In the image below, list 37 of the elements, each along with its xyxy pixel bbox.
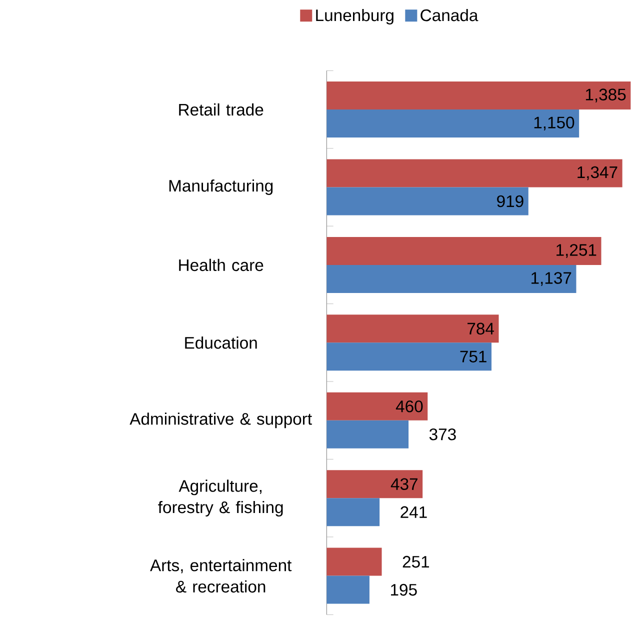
data-label: 1,251 — [556, 244, 596, 258]
bar — [326, 237, 602, 266]
y-tick-label: Administrative & support — [130, 412, 312, 428]
y-tick-label: Agriculture, forestry & fishing — [158, 480, 283, 517]
legend-label: Canada — [420, 9, 478, 22]
data-label: 1,385 — [586, 88, 626, 103]
data-label: 751 — [460, 351, 486, 363]
y-tick-label: Health care — [179, 258, 264, 272]
bar — [326, 470, 423, 498]
data-label: 1,150 — [534, 116, 574, 131]
data-label: 241 — [400, 506, 427, 518]
data-label: 919 — [497, 196, 524, 208]
data-label: 460 — [396, 400, 423, 412]
legend-label: Lunenburg — [316, 9, 394, 25]
bar — [326, 498, 380, 526]
bar — [326, 110, 580, 138]
bar — [326, 392, 428, 421]
y-tick-label: Arts, entertainment & recreation — [150, 559, 292, 593]
bar — [326, 265, 576, 294]
data-label: 784 — [468, 322, 494, 335]
bar — [326, 576, 370, 604]
bar — [326, 548, 382, 576]
bar — [326, 420, 409, 449]
bar — [326, 187, 528, 216]
y-tick-label: Manufacturing — [169, 180, 273, 196]
bar — [326, 342, 492, 371]
data-label: 1,347 — [578, 166, 618, 180]
data-label: 373 — [429, 428, 456, 440]
y-tick-label: Retail trade — [179, 104, 264, 116]
data-label: 437 — [390, 478, 418, 490]
data-label: 195 — [391, 584, 417, 596]
bar — [326, 159, 622, 188]
data-label: 1,137 — [532, 272, 572, 286]
y-tick-label: Education — [185, 336, 257, 349]
bar — [326, 82, 631, 110]
bar — [326, 314, 499, 343]
data-label: 251 — [402, 556, 430, 568]
